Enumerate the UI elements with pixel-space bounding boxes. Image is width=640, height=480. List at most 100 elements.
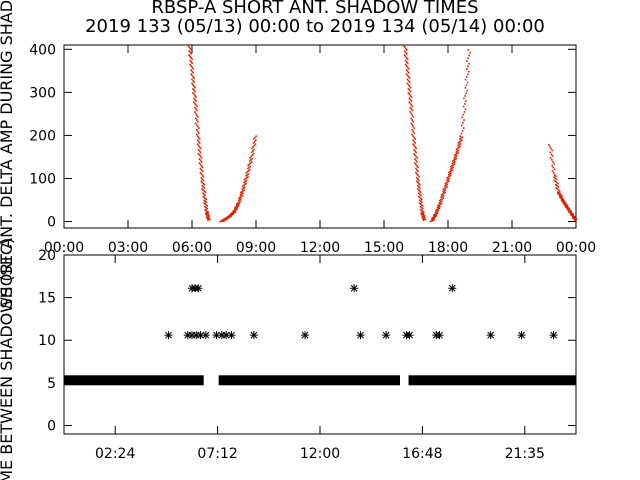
top-data-point	[407, 80, 410, 82]
top-data-point	[442, 193, 444, 195]
top-data-point	[201, 184, 204, 187]
top-data-point	[252, 150, 254, 152]
top-data-point	[452, 166, 454, 169]
top-data-point	[555, 181, 558, 184]
top-data-point	[466, 60, 468, 62]
top-data-point	[409, 106, 412, 109]
top-data-point	[438, 202, 441, 204]
top-data-point	[206, 210, 208, 213]
top-data-point	[413, 136, 415, 139]
top-data-point	[249, 157, 251, 159]
top-data-point	[195, 96, 197, 98]
top-data-point	[203, 202, 205, 204]
top-data-point	[420, 211, 423, 214]
top-data-point	[416, 180, 418, 183]
top-data-point	[554, 180, 557, 183]
top-data-point	[549, 157, 552, 159]
top-data-point	[249, 168, 251, 171]
top-data-point	[242, 187, 245, 189]
top-data-point	[453, 163, 456, 165]
top-data-point	[234, 210, 237, 213]
top-data-point	[446, 183, 449, 186]
top-data-point	[191, 66, 193, 69]
top-data-point	[439, 205, 441, 208]
top-data-point	[573, 216, 575, 219]
top-data-point	[197, 120, 199, 123]
top-data-point	[450, 169, 453, 172]
top-data-point	[566, 207, 568, 210]
top-data-point	[418, 179, 420, 182]
top-data-point	[196, 135, 199, 137]
top-data-point	[408, 85, 411, 87]
top-panel: SHORT ANT. DELTA AMP DURING SHADOW 00:00…	[0, 0, 596, 308]
top-data-point	[406, 49, 408, 51]
bottom-x-tick-label: 21:35	[505, 446, 545, 462]
top-data-point	[201, 188, 203, 190]
top-data-point	[198, 146, 201, 148]
top-data-point	[405, 73, 408, 75]
top-x-tick-label: 00:00	[44, 240, 84, 256]
top-data-point	[467, 65, 469, 68]
top-data-point	[250, 155, 253, 158]
top-data-point	[250, 161, 253, 163]
top-data-point	[419, 190, 421, 192]
top-data-point	[464, 87, 467, 89]
top-data-point	[194, 94, 196, 97]
top-data-point	[557, 193, 559, 195]
top-data-point	[234, 206, 236, 209]
top-data-point	[245, 179, 248, 182]
bottom-y-axis-label: TIME BETWEEN SHADOWS (SEC)	[0, 238, 16, 480]
top-data-point	[205, 201, 207, 203]
top-data-point	[462, 122, 464, 124]
top-data-point	[438, 207, 441, 210]
top-data-point	[561, 196, 563, 198]
top-data-point	[408, 77, 411, 79]
top-data-point	[250, 151, 253, 154]
top-data-point	[420, 204, 423, 206]
top-data-point	[196, 130, 199, 133]
top-data-point	[193, 97, 195, 100]
top-data-point	[420, 213, 423, 216]
top-data-point	[420, 201, 423, 203]
top-data-point	[561, 197, 564, 200]
top-data-point	[237, 204, 240, 207]
top-data-point	[555, 183, 557, 186]
top-data-point	[437, 208, 440, 210]
top-data-point	[197, 116, 199, 118]
top-data-point	[194, 111, 196, 113]
top-data-point	[442, 190, 444, 193]
top-data-point	[190, 57, 192, 59]
top-data-point	[557, 182, 559, 185]
top-data-point	[416, 173, 418, 175]
top-data-point	[417, 195, 420, 198]
top-data-point	[419, 187, 421, 189]
top-data-point	[234, 208, 236, 210]
top-data-point	[446, 177, 448, 179]
top-data-point	[413, 148, 415, 151]
top-data-point	[444, 191, 446, 194]
top-data-point	[417, 178, 419, 181]
top-data-point	[191, 58, 194, 61]
top-data-point	[448, 175, 451, 178]
top-data-point	[443, 192, 445, 195]
top-data-point	[463, 127, 465, 129]
top-data-point	[452, 164, 454, 166]
top-data-point	[434, 214, 436, 217]
top-data-point	[197, 125, 199, 128]
top-data-point	[404, 55, 407, 58]
top-data-point	[461, 124, 463, 127]
top-data-point	[202, 195, 204, 198]
top-data-point	[446, 179, 448, 182]
top-data-point	[411, 114, 414, 116]
top-data-point	[193, 77, 195, 79]
top-data-point	[204, 200, 206, 202]
top-data-point	[241, 188, 244, 190]
top-data-point	[413, 127, 416, 129]
top-data-point	[464, 103, 466, 105]
top-data-point	[459, 145, 461, 148]
top-data-point	[444, 185, 446, 187]
bottom-x-tick-label: 02:24	[95, 446, 135, 462]
top-data-point	[242, 190, 244, 192]
top-data-point	[252, 142, 255, 144]
top-data-point	[562, 200, 564, 203]
